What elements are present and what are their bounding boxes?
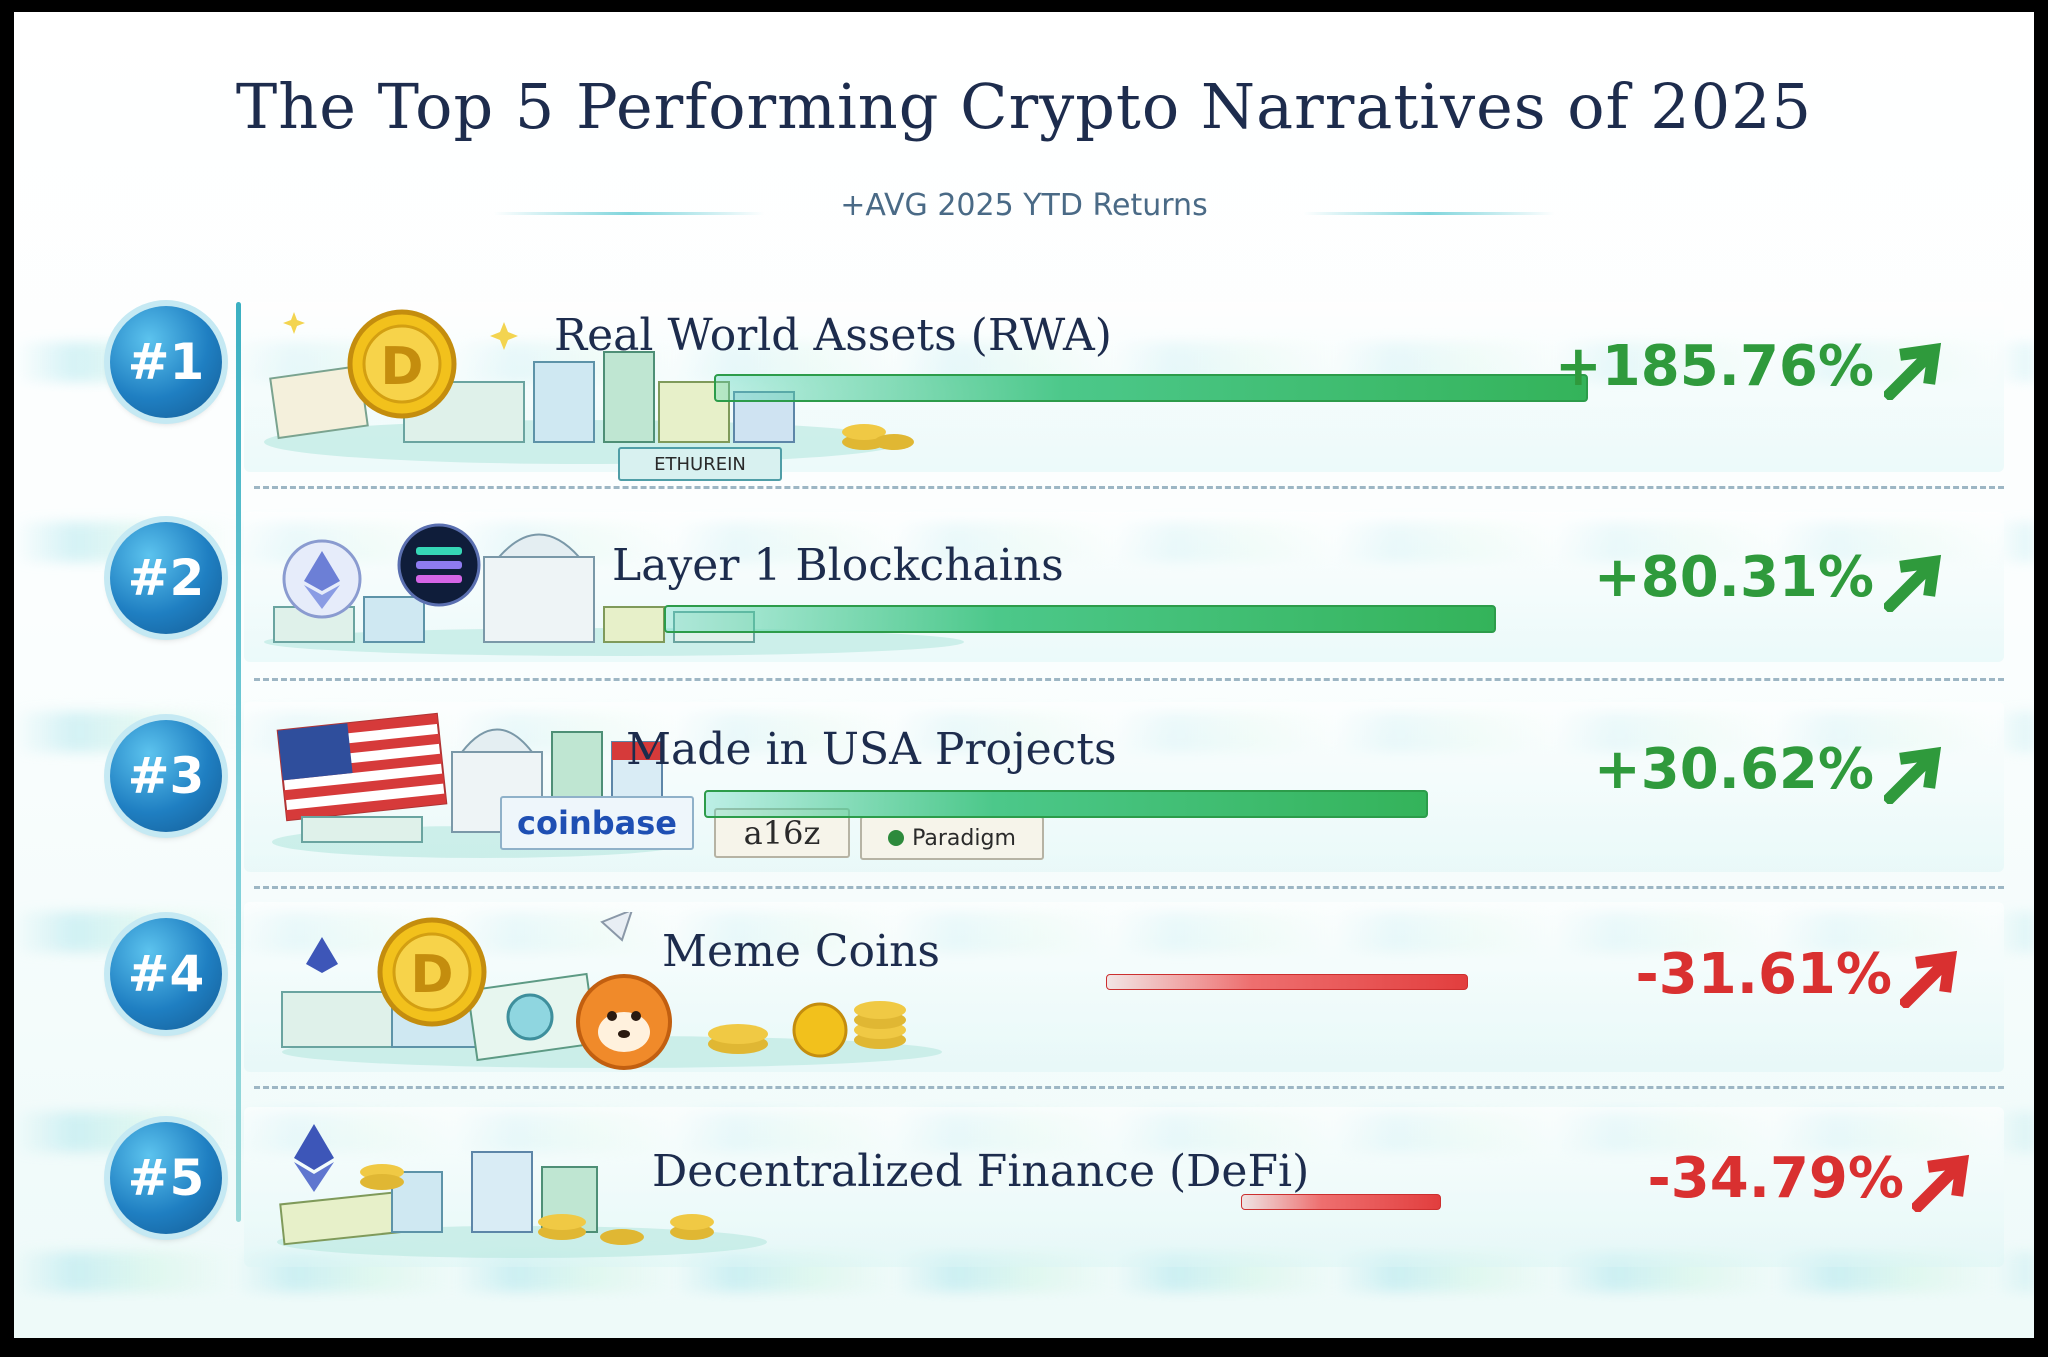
ethereum-icon	[306, 937, 338, 973]
row-divider	[254, 886, 2004, 889]
ethereum-icon	[294, 1124, 334, 1170]
category-label: Layer 1 Blockchains	[612, 540, 1064, 591]
row-divider	[254, 678, 2004, 681]
bar-made-in-usa	[704, 790, 1428, 818]
trend-up-arrow-icon	[1884, 746, 1942, 804]
defi-illustration	[277, 1124, 767, 1258]
coinbase-tag: coinbase	[500, 796, 694, 850]
infographic-canvas: The Top 5 Performing Crypto Narratives o…	[14, 12, 2034, 1338]
trend-arrow-icon	[1912, 1154, 1970, 1212]
value-label: -34.79%	[1647, 1146, 1904, 1211]
paradigm-logo-icon	[888, 830, 905, 846]
rank-badge: #2	[110, 522, 222, 634]
bar-layer-1-blockchains	[664, 605, 1496, 633]
usa-illustration	[272, 712, 692, 858]
svg-text:D: D	[380, 337, 423, 397]
chart-subtitle: +AVG 2025 YTD Returns	[840, 188, 1208, 223]
timeline-spine	[236, 302, 241, 1222]
rank-badge: #1	[110, 306, 222, 418]
category-label: Made in USA Projects	[626, 724, 1117, 775]
value-label: +80.31%	[1593, 545, 1874, 610]
row-divider	[254, 486, 2004, 489]
svg-text:D: D	[410, 945, 453, 1005]
rank-badge: #3	[110, 720, 222, 832]
subtitle-rule-right	[1304, 212, 1554, 215]
bar-real-world-assets	[714, 374, 1588, 402]
layer1-illustration	[264, 523, 964, 656]
bar-meme-coins	[1106, 974, 1468, 990]
row-divider	[254, 1086, 2004, 1089]
paradigm-tag: Paradigm	[860, 816, 1044, 860]
bar-defi	[1240, 1194, 1441, 1210]
category-label: Meme Coins	[662, 926, 940, 977]
rwa-illustration: D	[264, 309, 914, 464]
rank-badge: #4	[110, 918, 222, 1030]
subtitle-rule-left	[494, 212, 764, 215]
paradigm-label: Paradigm	[912, 825, 1016, 851]
trend-arrow-icon	[1900, 950, 1958, 1008]
value-label: +30.62%	[1593, 737, 1874, 802]
rocket-icon	[600, 912, 633, 942]
category-label: Real World Assets (RWA)	[554, 310, 1112, 361]
meme-illustration: D	[281, 912, 942, 1070]
chart-title: The Top 5 Performing Crypto Narratives o…	[235, 70, 1813, 143]
trend-up-arrow-icon	[1884, 342, 1942, 400]
us-flag-icon	[276, 712, 448, 822]
value-label: -31.61%	[1635, 942, 1892, 1007]
ethereum-tag: ETHUREIN	[618, 447, 782, 481]
trend-up-arrow-icon	[1884, 554, 1942, 612]
rank-badge: #5	[110, 1122, 222, 1234]
category-label: Decentralized Finance (DeFi)	[652, 1146, 1310, 1197]
value-label: +185.76%	[1554, 334, 1874, 399]
